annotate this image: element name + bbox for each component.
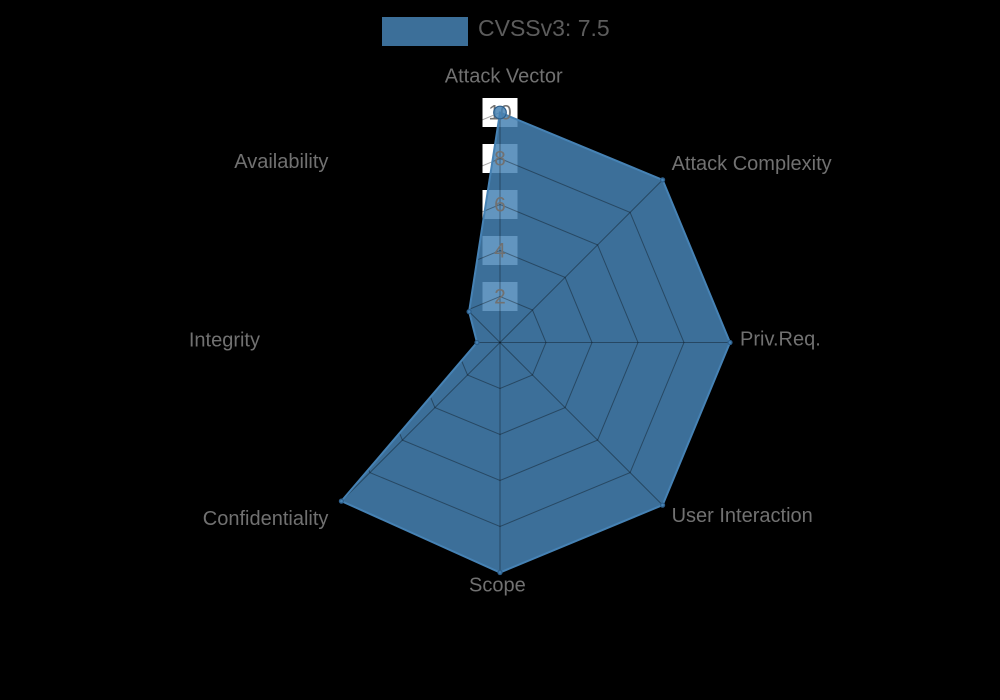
svg-text:2: 2 [494, 286, 506, 309]
svg-text:Confidentiality: Confidentiality [203, 508, 329, 530]
svg-text:8: 8 [494, 148, 506, 171]
svg-text:Integrity: Integrity [189, 330, 260, 352]
svg-text:User Interaction: User Interaction [672, 505, 813, 527]
svg-text:4: 4 [494, 240, 506, 263]
svg-text:Availability: Availability [234, 151, 328, 173]
svg-text:Priv.Req.: Priv.Req. [740, 329, 821, 351]
svg-text:Attack Complexity: Attack Complexity [672, 153, 832, 175]
svg-text:Attack Vector: Attack Vector [445, 66, 563, 88]
svg-text:6: 6 [494, 194, 506, 217]
svg-text:Scope: Scope [469, 575, 526, 597]
